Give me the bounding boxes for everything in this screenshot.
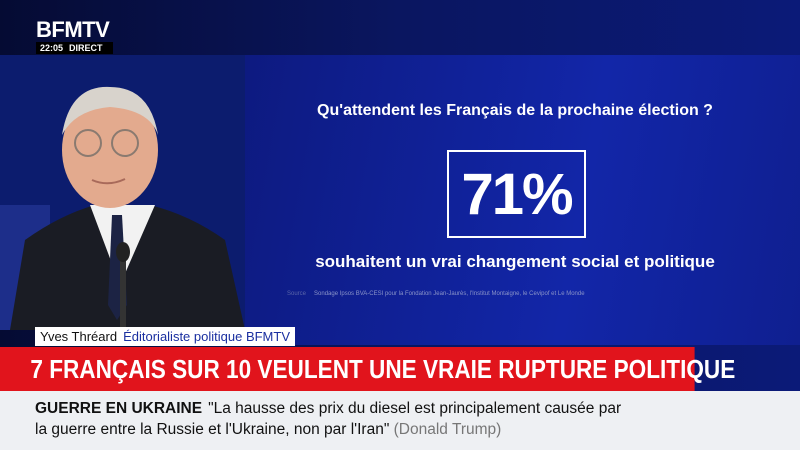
source-label: Source [287,291,307,297]
ticker: GUERRE EN UKRAINE "La hausse des prix du … [35,398,635,440]
ticker-author: (Donald Trump) [393,421,502,438]
source: Source Sondage Ipsos BVA-CESI pour la Fon… [287,291,585,297]
graphic-panel [245,55,800,345]
ticker-bar [0,391,800,450]
stat: 71% [447,150,586,238]
statement: souhaitent un vrai changement social et … [315,252,715,271]
video-feed [0,55,245,330]
speaker-role: Éditorialiste politique BFMTV [123,329,290,344]
ticker-topic: GUERRE EN UKRAINE [35,400,203,417]
clock: 22:05 DIRECT [36,42,113,54]
time: 22:05 [40,43,64,53]
speaker-bar: Yves Thréard Éditorialiste politique BFMT… [35,327,295,346]
ticker-quote: "La hausse des prix du diesel est princi… [35,400,622,438]
source-text: Sondage Ipsos BVA-CESI pour la Fondation… [314,291,585,297]
channel-logo: BFMTV [36,17,110,42]
headline: 7 FRANÇAIS SUR 10 VEULENT UNE VRAIE RUPT… [0,347,735,391]
question: Qu'attendent les Français de la prochain… [317,102,713,119]
speaker-name: Yves Thréard [40,329,118,344]
live-status: DIRECT [69,43,103,53]
